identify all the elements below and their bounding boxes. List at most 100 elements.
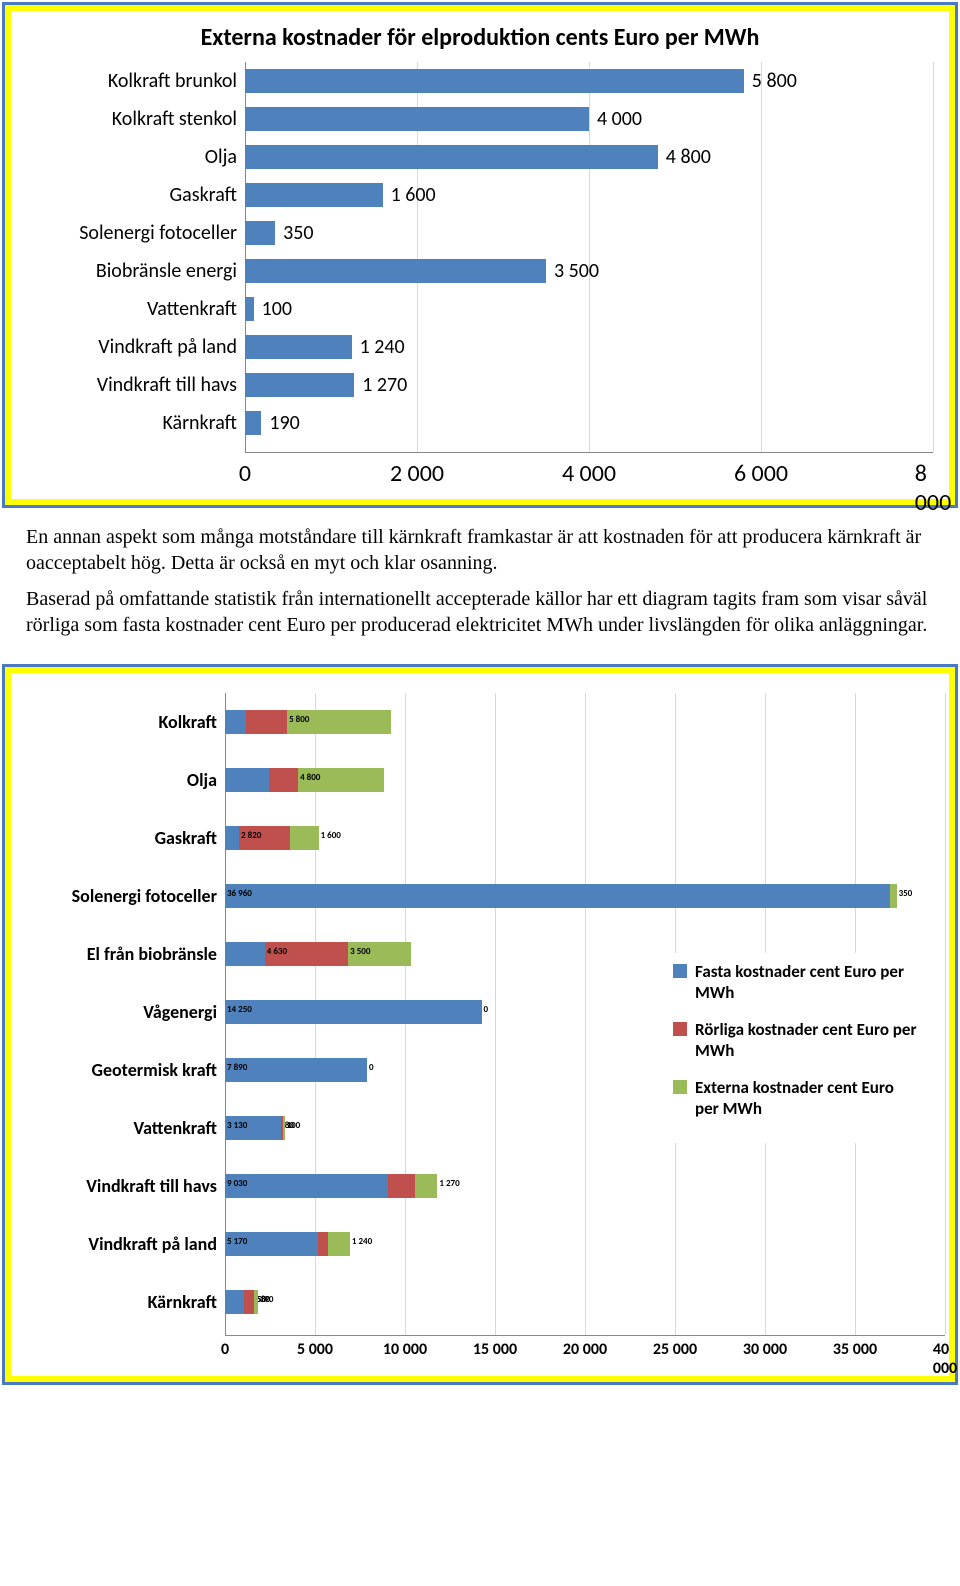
chart1-bar — [245, 373, 354, 397]
chart2-x-tick: 0 — [221, 1340, 229, 1359]
chart1-bar-value: 1 600 — [383, 183, 436, 207]
chart2-category-label: Geotermisk kraft — [15, 1041, 217, 1099]
chart1-bar-value: 1 270 — [354, 373, 407, 397]
chart1-bar-row: 1 240 — [245, 328, 933, 366]
chart2-x-tick: 25 000 — [653, 1340, 697, 1359]
chart2-legend-item: Rörliga kostnader cent Euro per MWh — [673, 1019, 917, 1061]
chart2-legend: Fasta kostnader cent Euro per MWh Rörliga… — [665, 953, 925, 1143]
chart2-category-label: Vågenergi — [15, 983, 217, 1041]
chart2-seg-value: 3 130 — [227, 1120, 247, 1131]
chart2-seg-value: 1 240 — [350, 1236, 372, 1247]
chart1-x-tick: 4 000 — [562, 459, 616, 488]
chart1-x-tick: 8 000 — [915, 459, 952, 517]
chart1-category-label: Gaskraft — [15, 176, 237, 214]
chart2-bar-segment: 1 190 — [225, 710, 246, 734]
chart2-bar-segment: 350 — [890, 884, 896, 908]
chart2-bar-segment: 1 600 — [290, 826, 319, 850]
chart2-x-tick: 30 000 — [743, 1340, 787, 1359]
chart2-bar-row: 36 960350 — [225, 867, 945, 925]
chart2-seg-value: 1 270 — [437, 1178, 459, 1189]
chart1-body: Kolkraft brunkolKolkraft stenkolOljaGask… — [15, 62, 945, 491]
chart2-bar-segment: 1 600 — [269, 768, 298, 792]
chart2-x-tick: 40 000 — [933, 1340, 957, 1378]
chart2-bar-segment: 5 170 — [225, 1232, 318, 1256]
chart1-bar-value: 1 240 — [352, 335, 405, 359]
chart2-seg-value: 7 890 — [227, 1062, 247, 1073]
chart2-bar-row: 5 1705301 240 — [225, 1215, 945, 1273]
chart2-bar-segment: 1 050 — [225, 1290, 244, 1314]
chart1-x-axis: 02 0004 0006 0008 000 — [245, 459, 933, 491]
chart1-category-label: Vindkraft till havs — [15, 366, 237, 404]
chart1-bar-value: 4 800 — [658, 145, 711, 169]
chart2-bar-segment: 2 260 — [246, 710, 287, 734]
chart2-bar-segment: 1 240 — [328, 1232, 350, 1256]
chart1-bar — [245, 411, 261, 435]
chart1-category-label: Kärnkraft — [15, 404, 237, 442]
chart1-bar-value: 3 500 — [546, 259, 599, 283]
chart1-bar-row: 4 800 — [245, 138, 933, 176]
chart2-bar-segment: 4 630 — [265, 942, 348, 966]
chart1-category-label: Kolkraft stenkol — [15, 100, 237, 138]
chart2-bar-segment: 5 800 — [287, 710, 391, 734]
chart2-bar-segment: 1 500 — [388, 1174, 415, 1198]
chart2-bar-segment: 2 210 — [225, 942, 265, 966]
chart1-bar — [245, 69, 744, 93]
chart2-legend-item: Externa kostnader cent Euro per MWh — [673, 1077, 917, 1119]
chart2-bar-segment: 2 820 — [239, 826, 290, 850]
chart1-x-tick: 0 — [239, 459, 251, 488]
chart1-bar — [245, 335, 352, 359]
chart1-frame: Externa kostnader för elproduktion cents… — [2, 2, 958, 508]
chart2-seg-value: 4 800 — [300, 772, 320, 783]
chart2-seg-value: 350 — [897, 888, 913, 899]
chart1-category-label: Solenergi fotoceller — [15, 214, 237, 252]
chart1-bar — [245, 183, 383, 207]
chart2-category-label: Olja — [15, 751, 217, 809]
chart1-bar-row: 350 — [245, 214, 933, 252]
chart2-body: KolkraftOljaGaskraftSolenergi fotoceller… — [15, 693, 945, 1368]
chart2-plot-wrap: 1 1902 2605 8002 4601 6004 8007802 8201 … — [225, 693, 945, 1368]
chart2-seg-value: 14 250 — [227, 1004, 252, 1015]
chart1-bar — [245, 259, 546, 283]
chart2-category-label: El från biobränsle — [15, 925, 217, 983]
chart2-bar-segment: 9 030 — [225, 1174, 388, 1198]
chart2-bar-segment: 14 250 — [225, 1000, 482, 1024]
chart2-seg-value: 100 — [285, 1120, 301, 1131]
chart1-bar-row: 100 — [245, 290, 933, 328]
chart2-bar-segment: 190 — [254, 1290, 257, 1314]
chart1-bar-row: 190 — [245, 404, 933, 442]
chart1-bar-value: 5 800 — [744, 69, 797, 93]
chart2-category-label: Vattenkraft — [15, 1099, 217, 1157]
chart2-seg-value: 190 — [258, 1294, 274, 1305]
chart2-category-label: Gaskraft — [15, 809, 217, 867]
chart1-bar-value: 190 — [261, 411, 299, 435]
chart2-legend-swatch — [673, 964, 687, 978]
chart1-category-label: Kolkraft brunkol — [15, 62, 237, 100]
chart2-bar-segment: 580 — [244, 1290, 254, 1314]
chart2-inner: KolkraftOljaGaskraftSolenergi fotoceller… — [11, 673, 949, 1376]
chart2-x-tick: 35 000 — [833, 1340, 877, 1359]
chart1-bar-value: 4 000 — [589, 107, 642, 131]
chart1-bar — [245, 145, 658, 169]
chart2-legend-label: Externa kostnader cent Euro per MWh — [695, 1077, 917, 1119]
chart1-bar-value: 350 — [275, 221, 313, 245]
chart2-seg-value: 5 170 — [227, 1236, 247, 1247]
chart2-bar-segment: 530 — [318, 1232, 328, 1256]
chart1-plot-area: 5 800 4 000 4 800 1 600 350 3 500 100 1 240 1 27… — [245, 62, 933, 491]
chart2-bar-row: 9 0301 5001 270 — [225, 1157, 945, 1215]
chart2-category-label: Kärnkraft — [15, 1273, 217, 1331]
chart2-bar-row: 1 1902 2605 800 — [225, 693, 945, 751]
chart2-bar-segment: 1 270 — [415, 1174, 438, 1198]
chart2-bar-segment: 7 890 — [225, 1058, 367, 1082]
chart1-bars: 5 800 4 000 4 800 1 600 350 3 500 100 1 240 1 27… — [245, 62, 933, 453]
chart2-legend-item: Fasta kostnader cent Euro per MWh — [673, 961, 917, 1003]
chart1-category-label: Vattenkraft — [15, 290, 237, 328]
chart1-y-axis: Kolkraft brunkolKolkraft stenkolOljaGask… — [15, 62, 245, 491]
chart2-seg-value: 3 500 — [350, 946, 370, 957]
chart2-seg-value: 9 030 — [227, 1178, 247, 1189]
chart2-seg-value: 0 — [367, 1062, 374, 1073]
chart2-bar-segment: 3 130 — [225, 1116, 281, 1140]
chart2-x-tick: 5 000 — [297, 1340, 333, 1359]
chart2-bar-row: 1 050580190 — [225, 1273, 945, 1331]
chart2-seg-value: 4 630 — [267, 946, 287, 957]
chart2-legend-label: Fasta kostnader cent Euro per MWh — [695, 961, 917, 1003]
